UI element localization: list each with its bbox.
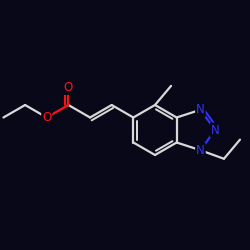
Text: N: N [196, 144, 205, 157]
Text: N: N [211, 124, 220, 136]
Text: N: N [196, 103, 205, 116]
Text: O: O [64, 81, 73, 94]
Text: O: O [42, 111, 51, 124]
